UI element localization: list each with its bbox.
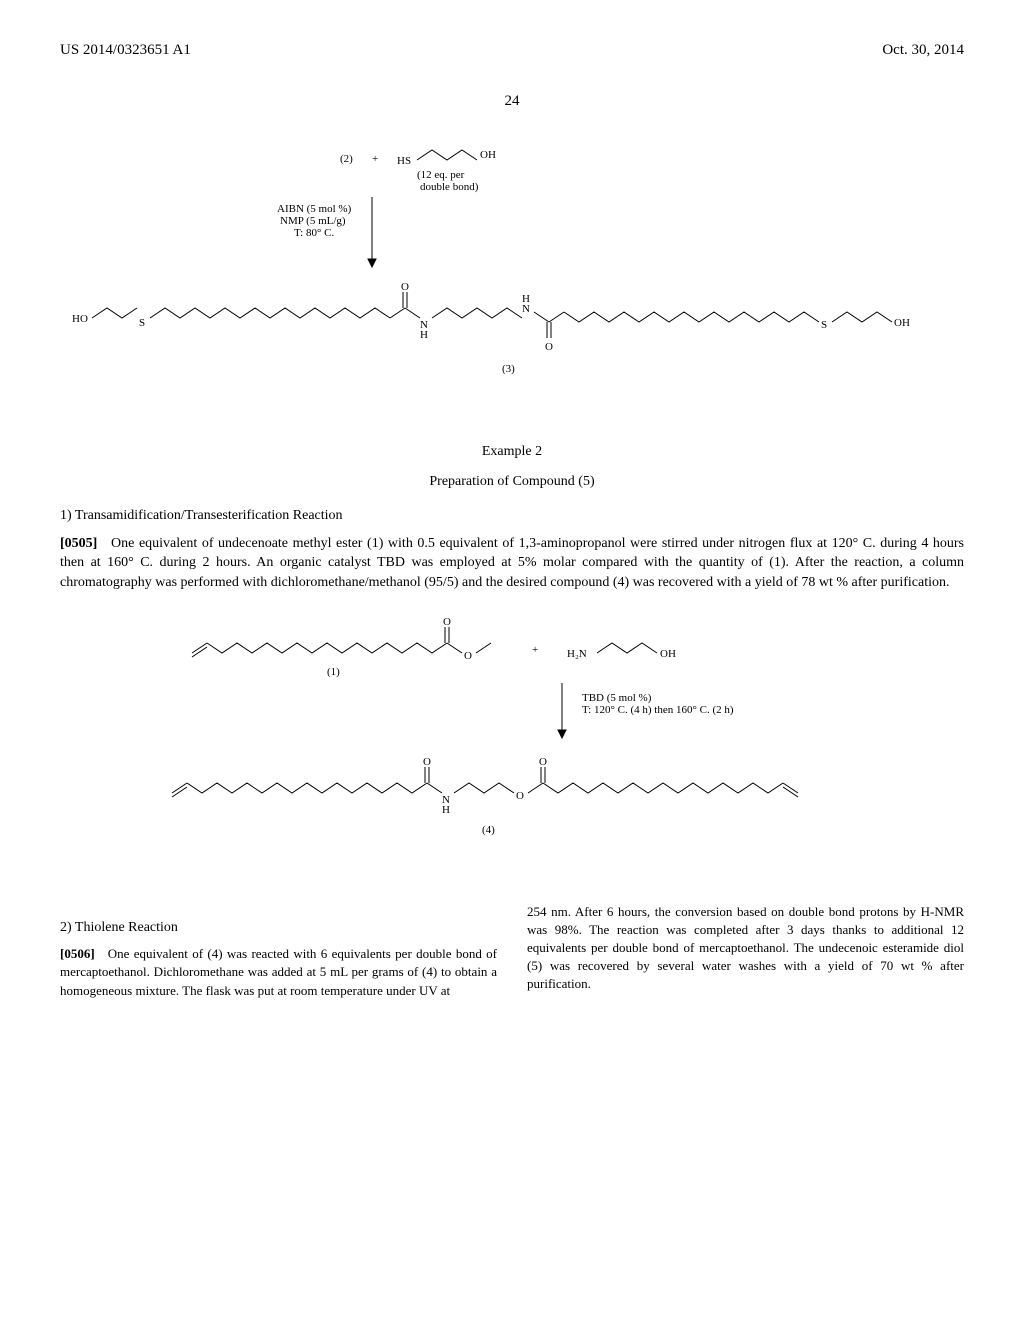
section-2-heading: 2) Thiolene Reaction <box>60 918 497 938</box>
product-right-s: S <box>821 319 827 331</box>
scheme2-o1: O <box>443 616 451 628</box>
doc-date: Oct. 30, 2014 <box>882 40 964 61</box>
product-4-label: (4) <box>482 824 495 836</box>
section-1-heading: 1) Transamidification/Transesterificatio… <box>60 506 964 526</box>
prep-compound-5-title: Preparation of Compound (5) <box>60 472 964 492</box>
product-left-s: S <box>139 317 145 329</box>
thiol-eq-note1: (12 eq. per <box>417 169 465 181</box>
para-text-0505: One equivalent of undecenoate methyl est… <box>60 536 964 590</box>
amine-h2n: H₂N <box>567 648 587 660</box>
scheme2-cond2: T: 120° C. (4 h) then 160° C. (2 h) <box>582 704 734 716</box>
product-right-oh: OH <box>894 317 910 329</box>
reaction-scheme-1: (2) + HS OH (12 eq. per double bond) AIB… <box>60 132 964 412</box>
paragraph-0506-right: 254 nm. After 6 hours, the conversion ba… <box>527 903 964 994</box>
left-column: 2) Thiolene Reaction [0506] One equivale… <box>60 903 497 1010</box>
cond-nmp: NMP (5 mL/g) <box>280 215 346 227</box>
two-column-section: 2) Thiolene Reaction [0506] One equivale… <box>60 903 964 1010</box>
doc-number: US 2014/0323651 A1 <box>60 40 191 61</box>
product4-o-ester: O <box>516 790 524 802</box>
compound-1-label: (1) <box>327 666 340 678</box>
product-o2: O <box>545 341 553 353</box>
right-column: 254 nm. After 6 hours, the conversion ba… <box>527 903 964 1010</box>
plus-sign: + <box>372 153 378 165</box>
thiol-eq-note2: double bond) <box>420 181 479 193</box>
product-o1: O <box>401 281 409 293</box>
reaction-scheme-2: O O (1) + H₂N OH TBD (5 mol %) T: 120° C… <box>60 613 964 873</box>
scheme2-o-ester: O <box>464 650 472 662</box>
product-h2: H <box>522 293 530 305</box>
product-left-ho: HO <box>72 313 88 325</box>
paragraph-0506-left: [0506] One equivalent of (4) was reacted… <box>60 945 497 1000</box>
para-num-0505: [0505] <box>60 536 97 551</box>
page-number: 24 <box>60 91 964 112</box>
scheme2-cond1: TBD (5 mol %) <box>582 692 652 704</box>
product4-o1: O <box>423 756 431 768</box>
reactant-2-label: (2) <box>340 153 353 165</box>
para-text-0506-left: One equivalent of (4) was reacted with 6… <box>60 946 497 997</box>
product-3-label: (3) <box>502 363 515 375</box>
product4-h: H <box>442 804 450 816</box>
paragraph-0505: [0505] One equivalent of undecenoate met… <box>60 534 964 593</box>
thiol-oh-label: OH <box>480 149 496 161</box>
product-h1: H <box>420 329 428 341</box>
thiol-hs-label: HS <box>397 155 411 167</box>
product4-o2: O <box>539 756 547 768</box>
page-header: US 2014/0323651 A1 Oct. 30, 2014 <box>60 40 964 61</box>
cond-temp: T: 80° C. <box>294 227 334 239</box>
example-2-title: Example 2 <box>60 442 964 462</box>
para-num-0506: [0506] <box>60 946 95 961</box>
cond-aibn: AIBN (5 mol %) <box>277 203 352 215</box>
para-text-0506-right: 254 nm. After 6 hours, the conversion ba… <box>527 904 964 992</box>
scheme2-plus: + <box>532 644 538 656</box>
amine-oh: OH <box>660 648 676 660</box>
